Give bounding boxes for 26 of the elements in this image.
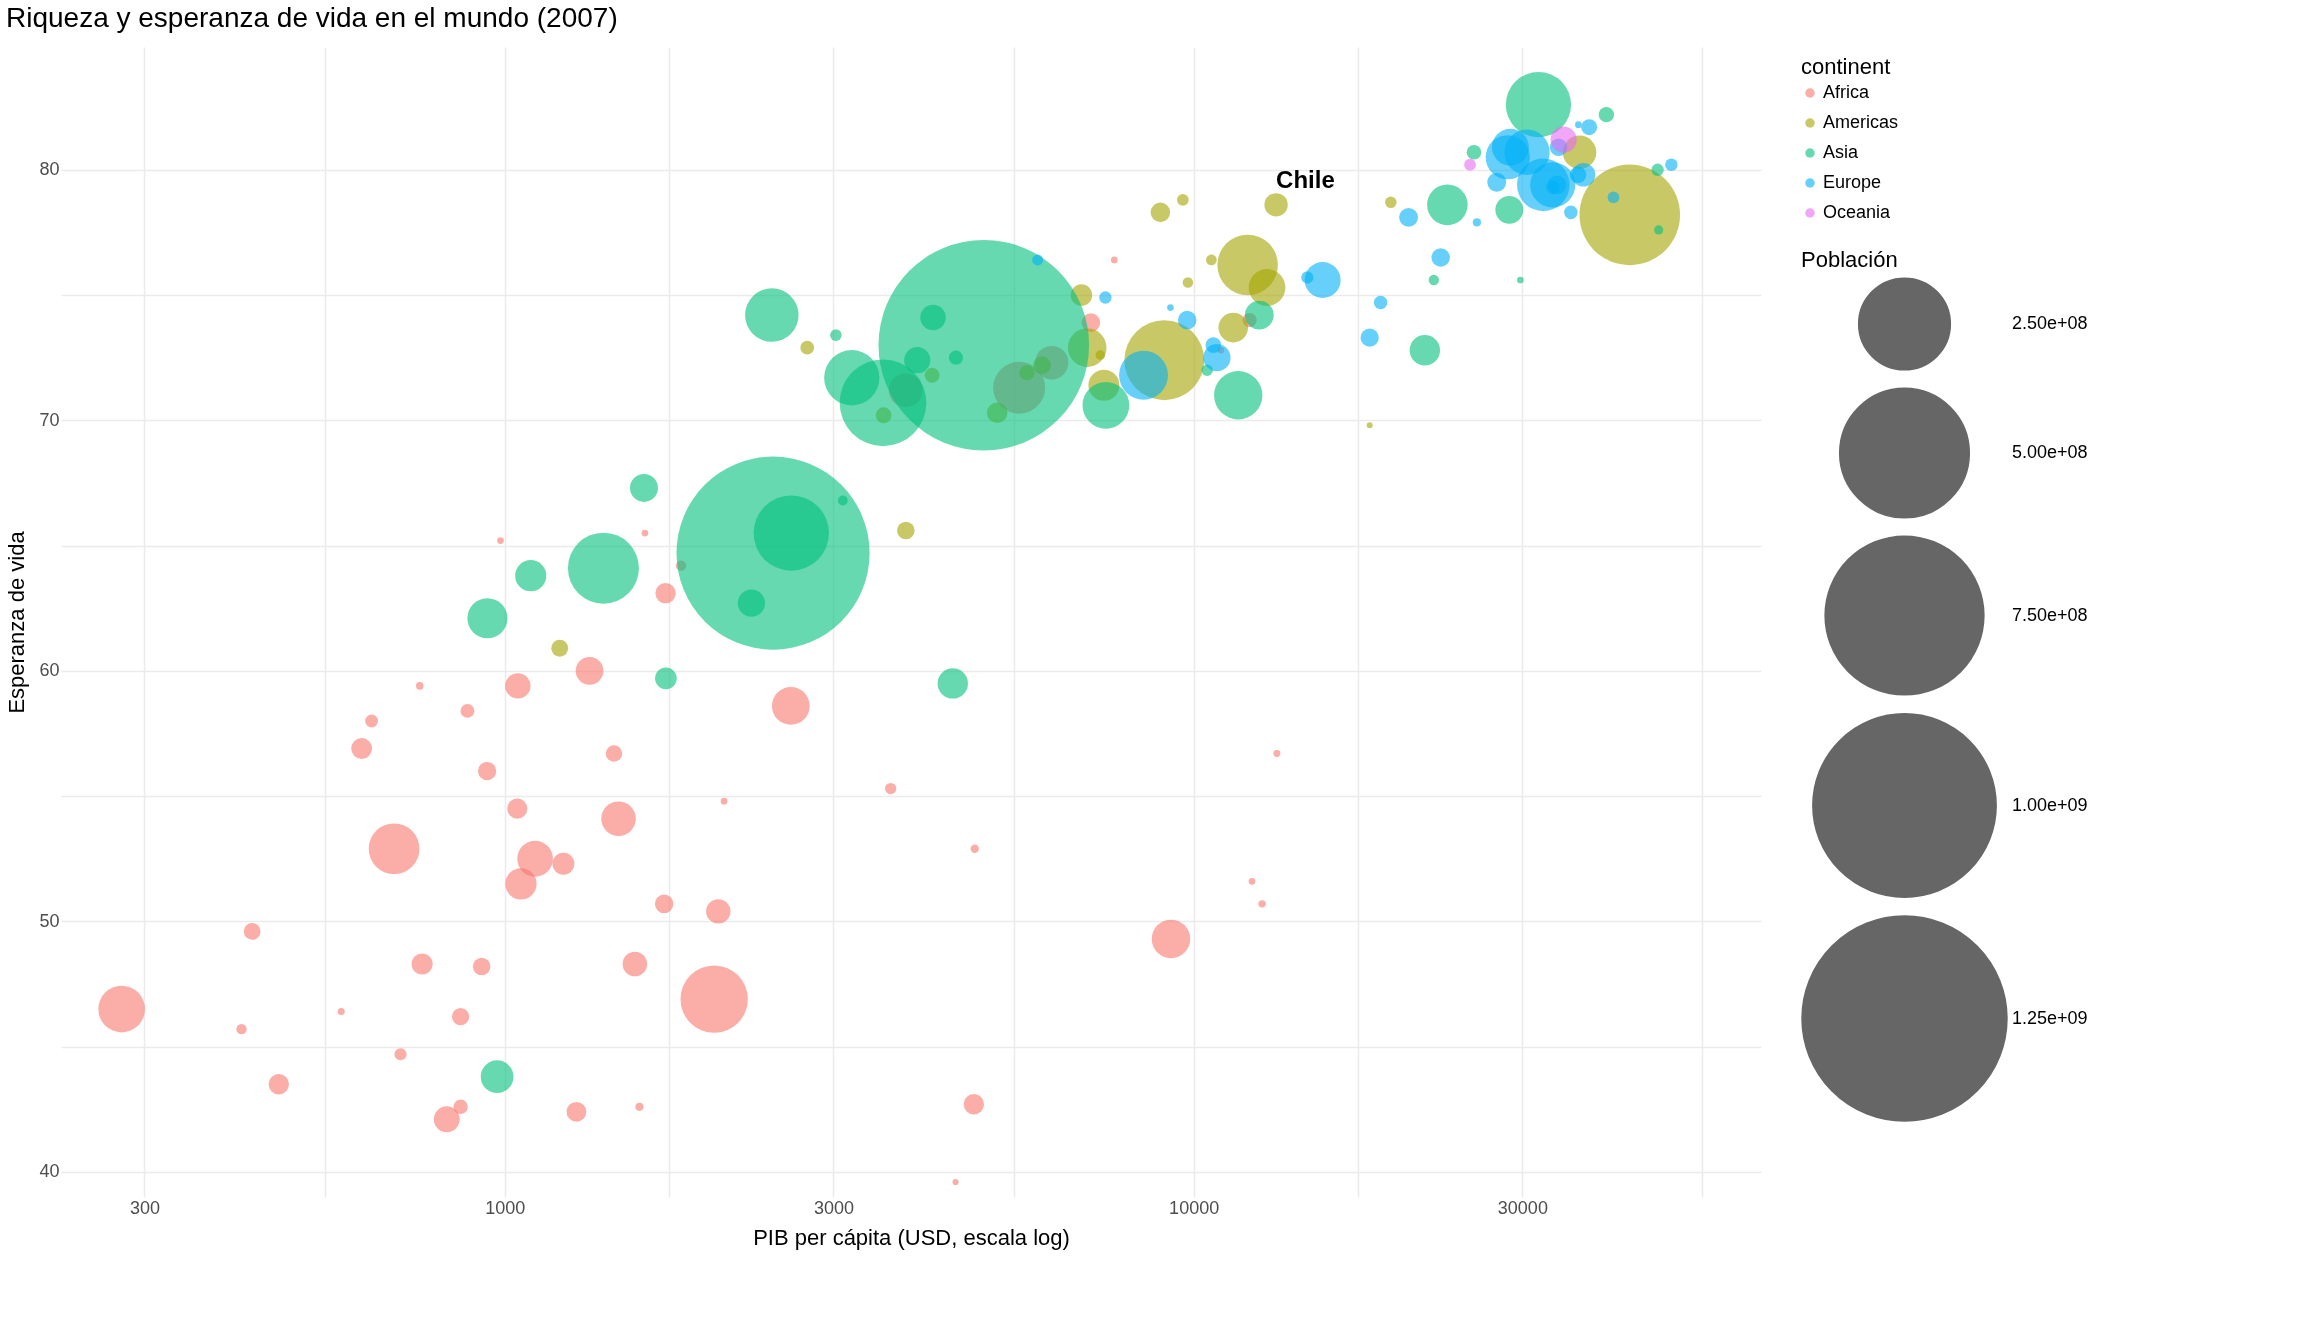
y-axis-title: Esperanza de vida [4,530,30,714]
y-tick-label: 80 [39,159,60,180]
y-tick-label: 40 [39,1161,60,1182]
y-tick-label: 70 [39,409,60,430]
legend-label: 2.50e+08 [2012,313,2088,333]
x-tick-label: 300 [129,1197,160,1218]
legend-label: Europe [1823,172,1882,192]
legend-label: 1.00e+09 [2012,794,2088,815]
text: continent [1801,54,1891,79]
y-tick-label: 50 [39,910,60,931]
legend-label: 1.25e+09 [2012,1007,2088,1028]
legend-label: Asia [1823,142,1859,162]
annotation: Chile [1276,165,1335,193]
legend-label: Oceania [1823,202,1892,222]
x-tick-label: 1000 [485,1197,526,1218]
chart-title: Riqueza y esperanza de vida en el mundo (2007) [5,2,618,33]
x-tick-label: 10000 [1169,1197,1220,1218]
text: Población [1801,247,1898,272]
x-tick-label: 3000 [813,1197,854,1218]
legend-label: 5.00e+08 [2012,442,2088,462]
x-axis-title: PIB per cápita (USD, escala log) [753,1224,1070,1250]
legend-label: Americas [1823,112,1899,132]
legend-label: 7.50e+08 [2012,604,2088,625]
x-tick-label: 30000 [1497,1197,1548,1218]
legend-label: Africa [1823,82,1870,102]
y-tick-label: 60 [39,660,60,681]
